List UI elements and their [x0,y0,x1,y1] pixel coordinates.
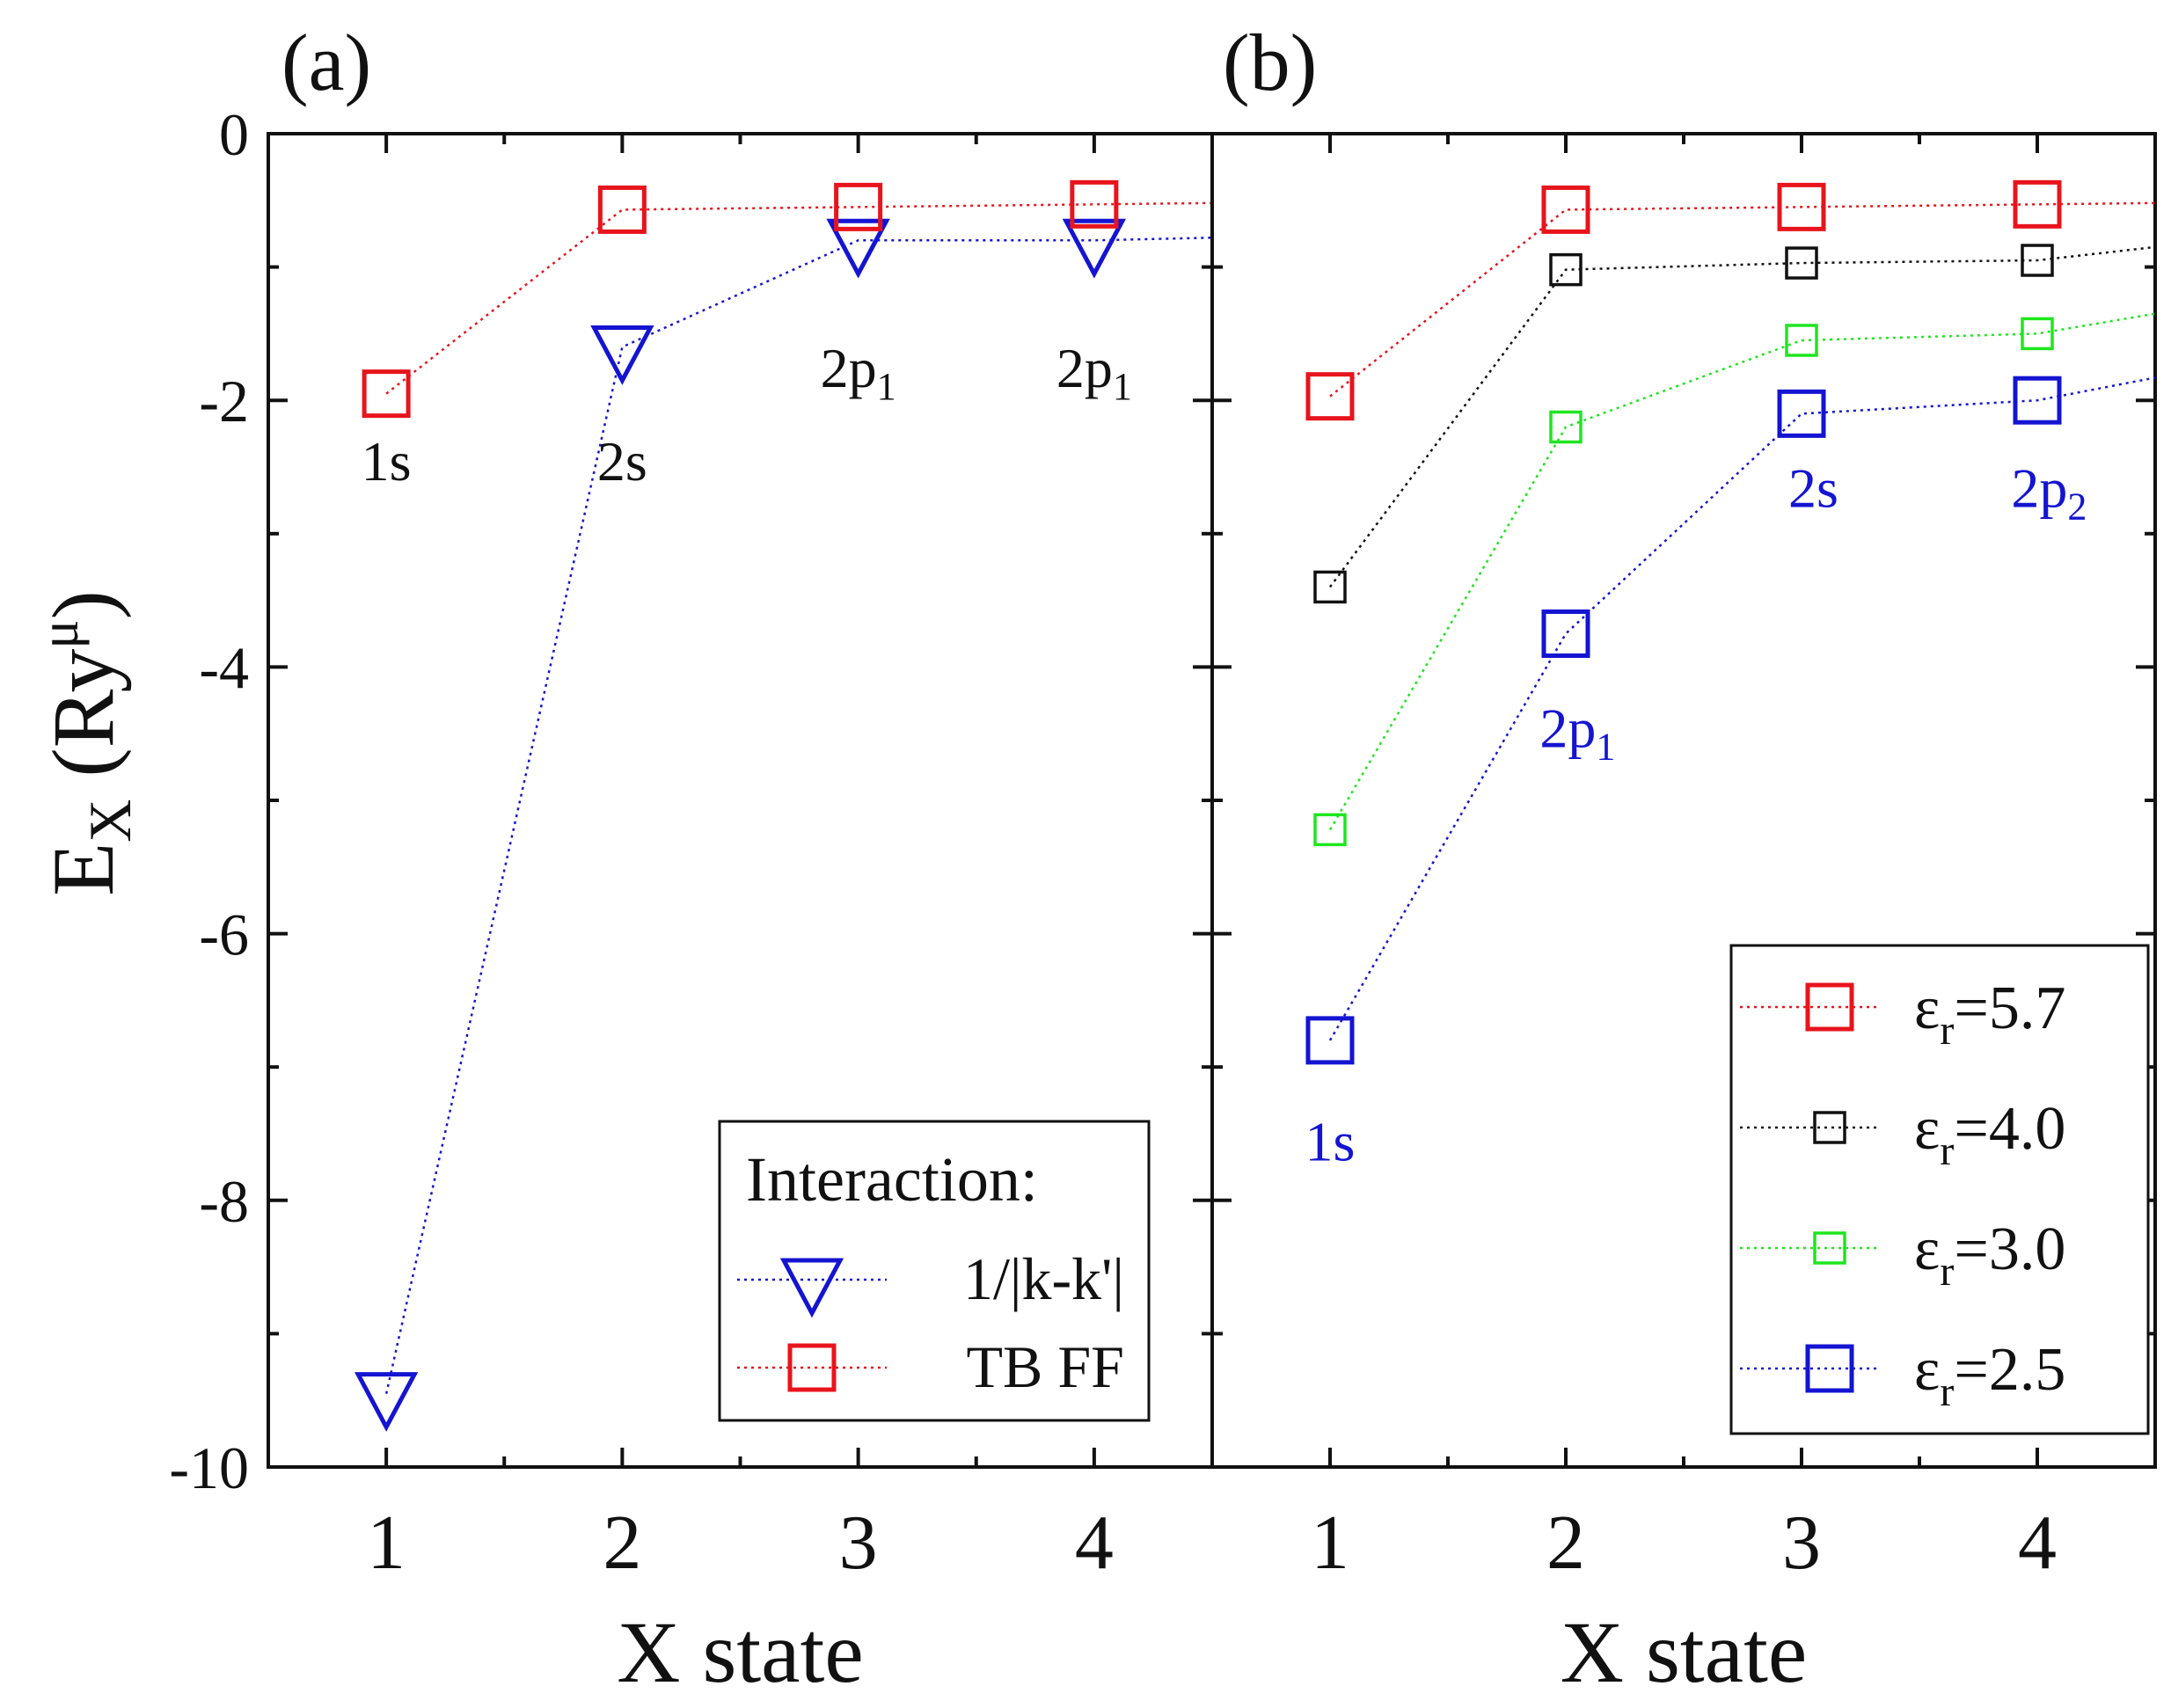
y-axis-label-unit-close: ) [34,590,132,619]
y-tick-label-a: -8 [199,1168,249,1235]
data-point-a-0-3 [826,218,890,279]
x-tick-label-a-4: 4 [1075,1500,1114,1586]
data-point-b-2-1 [1313,813,1347,847]
data-point-b-3-1 [1305,1016,1355,1065]
legend-marker-b-3 [1805,1344,1854,1393]
data-point-b-1-2 [1549,252,1583,287]
y-tick-label-a: -6 [199,901,249,968]
y-axis-label: EX (Ryμ) [30,590,143,896]
state-annotation-b-0: 1s [1305,1110,1356,1172]
legend-title: Interaction: [746,1144,1038,1215]
data-point-b-1-3 [1785,246,1818,280]
legend-marker-a-1 [787,1343,837,1392]
legend-label-b-0: εr=5.7 [1914,974,2065,1054]
series-line-a-1 [385,201,1212,395]
data-point-a-1-3 [834,182,883,231]
legend-label-b-1: εr=4.0 [1914,1095,2065,1174]
x-tick-label-a-1: 1 [367,1500,406,1586]
data-point-a-1-2 [597,185,647,234]
data-point-a-1-4 [1070,179,1119,229]
data-point-a-0-1 [354,1372,419,1432]
x-axis-label-b: X state [1561,1603,1807,1701]
x-tick-label-a-3: 3 [839,1500,878,1586]
state-annotation-a-3: 2p1 [1056,337,1132,408]
data-point-b-3-2 [1541,609,1590,658]
state-annotation-a-1: 2s [597,430,647,493]
y-axis-label-main: E [34,843,132,896]
legend-label-b-3: εr=2.5 [1914,1336,2065,1415]
state-annotation-a-2: 2p1 [821,337,896,408]
series-line-a-0 [384,236,1212,1394]
data-point-b-1-1 [1313,570,1347,604]
data-point-b-2-4 [2021,317,2054,351]
panel-label-b: (b) [1223,18,1317,107]
y-tick-label-a: -10 [169,1434,249,1501]
legend-label-a-0: 1/|k-k'| [963,1245,1124,1312]
data-point-a-1-1 [362,369,411,419]
legend-marker-b-1 [1813,1111,1846,1144]
y-axis-label-sub: X [77,799,143,843]
x-tick-label-b-1: 1 [1311,1500,1349,1586]
panel-label-a: (a) [281,18,371,107]
data-point-b-3-3 [1777,389,1826,438]
data-point-a-0-2 [590,325,654,385]
legend-marker-a-0 [779,1258,844,1318]
state-annotation-b-2: 2s [1788,456,1838,519]
y-tick-label-a: -2 [199,368,249,434]
legend-label-b-2: εr=3.0 [1914,1215,2065,1295]
x-tick-label-b-2: 2 [1546,1500,1585,1586]
data-point-b-3-4 [2013,376,2062,425]
y-tick-label-a: -4 [199,634,249,701]
state-annotation-a-0: 1s [362,430,412,493]
data-point-b-2-3 [1785,324,1818,357]
x-tick-label-b-3: 3 [1782,1500,1821,1586]
panel-b: (b) 1 2 3 4 X state 1s 2p1 2s 2p2 εr=5.7 εr=4.0 εr=3… [1210,18,2157,1701]
panel-a: (a) 1 2 3 4 0 -2 -4 -6 -8 -10 X state 1s 2s 2p1 2p1 Inte… [169,18,1214,1701]
legend-marker-b-0 [1805,982,1854,1032]
x-tick-label-a-2: 2 [603,1500,641,1586]
y-axis-label-unit-sup: μ [30,619,90,648]
x-axis-label-a: X state [617,1603,863,1701]
y-axis-label-unit: (Ry [34,649,132,799]
data-point-b-1-4 [2021,244,2054,277]
data-point-a-0-4 [1062,218,1127,279]
data-point-b-0-3 [1777,182,1826,231]
legend-label-a-1: TB FF [966,1333,1124,1400]
state-annotation-b-1: 2p1 [1539,697,1615,768]
legend-box-b [1729,944,2150,1435]
data-point-b-0-2 [1541,185,1590,234]
data-point-b-0-4 [2013,179,2062,229]
series-line-b-2 [1328,312,2155,830]
state-annotation-b-3: 2p2 [2011,456,2087,528]
series-line-b-0 [1329,201,2155,398]
data-point-b-2-2 [1549,410,1583,444]
legend-marker-b-2 [1813,1231,1846,1265]
data-point-b-0-1 [1305,372,1355,421]
y-tick-label-a: 0 [219,101,249,168]
x-tick-label-b-4: 4 [2018,1500,2057,1586]
